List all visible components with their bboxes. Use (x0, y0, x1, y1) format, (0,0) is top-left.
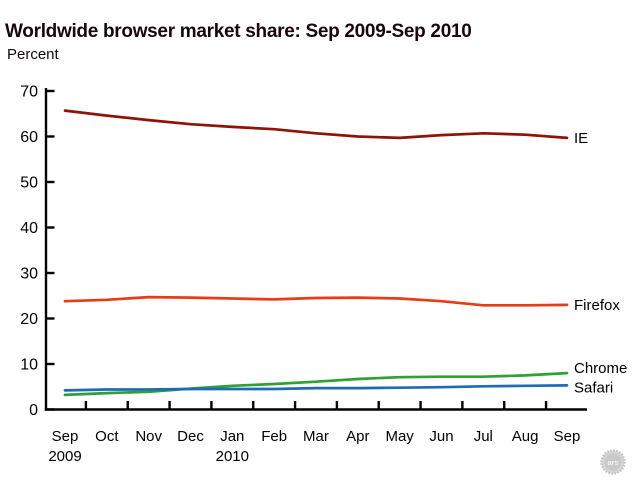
series-line-ie (63, 109, 569, 140)
month-label: Mar (303, 428, 329, 445)
series-line-safari (63, 384, 569, 392)
ars-logo: ars (600, 449, 626, 475)
series-label-safari: Safari (574, 379, 613, 396)
y-tick-label: 20 (20, 311, 38, 328)
series-label-firefox: Firefox (574, 297, 620, 314)
month-label: Apr (346, 428, 369, 445)
ars-logo-inner-circle (604, 453, 622, 471)
month-label: Feb (261, 428, 287, 445)
month-label: Nov (135, 428, 162, 445)
month-label: Jan (220, 428, 244, 445)
month-label: Jun (429, 428, 453, 445)
month-label: Sep (554, 428, 581, 445)
y-tick-label: 0 (29, 402, 38, 419)
series-label-chrome: Chrome (574, 360, 627, 377)
month-label: Sep (52, 428, 79, 445)
y-tick-label: 50 (20, 175, 38, 192)
month-label: Jul (474, 428, 493, 445)
month-label: Aug (512, 428, 539, 445)
ars-logo-text: ars (607, 458, 618, 467)
series-line-chrome (63, 371, 569, 397)
series-line-firefox (63, 295, 569, 307)
month-label: Dec (177, 428, 204, 445)
y-tick-label: 70 (20, 84, 38, 101)
year-label: 2009 (48, 448, 81, 465)
y-tick-label: 10 (20, 357, 38, 374)
chart-subtitle: Percent (7, 46, 59, 63)
chart-title: Worldwide browser market share: Sep 2009… (5, 21, 472, 42)
ars-logo-laurel-ring (600, 449, 626, 475)
month-label: May (385, 428, 414, 445)
series-label-ie: IE (574, 130, 588, 147)
month-label: Oct (95, 428, 119, 445)
y-tick-label: 30 (20, 266, 38, 283)
y-tick-label: 40 (20, 220, 38, 237)
y-tick-label: 60 (20, 129, 38, 146)
year-label: 2010 (216, 448, 249, 465)
